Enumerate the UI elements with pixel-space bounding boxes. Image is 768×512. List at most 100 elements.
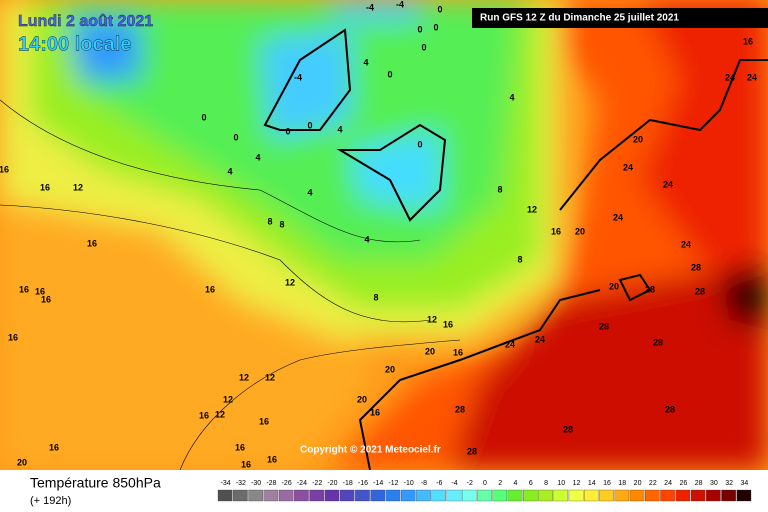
isotherm-label: 4 xyxy=(337,124,342,134)
isotherm-label: 16 xyxy=(453,347,463,357)
scale-swatch xyxy=(324,489,340,502)
scale-tick-label: 24 xyxy=(664,480,672,487)
isotherm-label: 12 xyxy=(223,394,233,404)
isotherm-label: 4 xyxy=(255,152,260,162)
isotherm-label: 0 xyxy=(433,22,438,32)
scale-swatch xyxy=(584,489,599,502)
scale-tick-label: 10 xyxy=(557,480,565,487)
forecast-time: 14:00 locale xyxy=(18,33,131,55)
scale-tick-label: -18 xyxy=(343,480,353,487)
scale-tick-label: -32 xyxy=(236,480,246,487)
isotherm-label: 12 xyxy=(265,372,275,382)
scale-swatch xyxy=(690,489,706,502)
scale-swatch xyxy=(400,489,416,502)
scale-swatch xyxy=(553,489,569,502)
isotherm-label: 16 xyxy=(551,226,561,236)
scale-swatch xyxy=(492,489,508,502)
scale-swatch xyxy=(309,489,324,502)
legend-title: Température 850hPa xyxy=(30,475,161,491)
isotherm-label: 24 xyxy=(505,339,515,349)
scale-tick-label: -14 xyxy=(373,480,383,487)
scale-swatch xyxy=(507,489,523,502)
scale-swatch xyxy=(568,489,584,502)
scale-swatch xyxy=(217,489,233,502)
isotherm-label: 28 xyxy=(665,404,675,414)
isotherm-label: 16 xyxy=(267,454,277,464)
isotherm-label: 4 xyxy=(307,187,312,197)
scale-tick-label: 14 xyxy=(588,480,596,487)
scale-tick-label: 30 xyxy=(710,480,718,487)
isotherm-label: 16 xyxy=(743,36,753,46)
isotherm-label: 20 xyxy=(575,226,585,236)
isotherm-label: 16 xyxy=(205,284,215,294)
isotherm-label: 16 xyxy=(443,319,453,329)
isotherm-label: 16 xyxy=(40,182,50,192)
isotherm-label: 24 xyxy=(623,162,633,172)
isotherm-label: 20 xyxy=(633,134,643,144)
isotherm-label: 16 xyxy=(19,284,29,294)
isotherm-label: 0 xyxy=(285,126,290,136)
scale-swatch xyxy=(339,489,355,502)
isotherm-label: 12 xyxy=(239,372,249,382)
isotherm-label: 12 xyxy=(427,314,437,324)
scale-swatch xyxy=(248,489,263,502)
scale-tick-label: -30 xyxy=(251,480,261,487)
scale-tick-label: 12 xyxy=(573,480,581,487)
isotherm-label: 0 xyxy=(421,42,426,52)
scale-swatch xyxy=(660,489,675,502)
isotherm-label: -4 xyxy=(366,2,374,12)
scale-tick-label: -2 xyxy=(467,480,473,487)
scale-swatch xyxy=(278,489,294,502)
run-box xyxy=(472,8,768,28)
isotherm-label: 4 xyxy=(364,234,369,244)
isotherm-label: 24 xyxy=(681,239,691,249)
scale-swatch xyxy=(233,489,248,502)
scale-swatch xyxy=(370,489,385,502)
scale-tick-label: -22 xyxy=(312,480,322,487)
isotherm-label: 20 xyxy=(385,364,395,374)
scale-tick-label: 8 xyxy=(544,480,548,487)
scale-swatch xyxy=(522,489,538,502)
scale-swatch xyxy=(263,489,279,502)
isotherm-label: 12 xyxy=(73,182,83,192)
scale-swatch xyxy=(721,489,736,502)
scale-tick-label: 32 xyxy=(725,480,733,487)
isotherm-label: 4 xyxy=(227,166,232,176)
scale-swatch xyxy=(416,489,431,502)
scale-swatch xyxy=(431,489,447,502)
isotherm-label: 16 xyxy=(49,442,59,452)
isotherm-label: 16 xyxy=(0,164,9,174)
scale-tick-label: 22 xyxy=(649,480,657,487)
scale-tick-label: 26 xyxy=(679,480,687,487)
scale-tick-label: -24 xyxy=(297,480,307,487)
isotherm-label: 0 xyxy=(307,120,312,130)
isotherm-label: 28 xyxy=(695,286,705,296)
scale-swatch xyxy=(736,489,752,502)
scale-swatch xyxy=(675,489,691,502)
scale-tick-label: 0 xyxy=(483,480,487,487)
scale-swatch xyxy=(614,489,630,502)
isotherm-label: 24 xyxy=(613,212,623,222)
isotherm-label: 16 xyxy=(87,238,97,248)
isotherm-label: 28 xyxy=(645,284,655,294)
isotherm-label: 0 xyxy=(233,132,238,142)
isotherm-label: 24 xyxy=(663,179,673,189)
scale-tick-label: -10 xyxy=(404,480,414,487)
isotherm-label: 12 xyxy=(215,409,225,419)
isotherm-label: 24 xyxy=(725,72,735,82)
scale-tick-label: 2 xyxy=(498,480,502,487)
isotherm-label: 0 xyxy=(387,69,392,79)
scale-tick-label: -12 xyxy=(388,480,398,487)
isotherm-label: 28 xyxy=(653,337,663,347)
isotherm-label: 4 xyxy=(509,92,514,102)
scale-swatch xyxy=(446,489,462,502)
isotherm-label: 24 xyxy=(747,72,757,82)
scale-swatch xyxy=(355,489,370,502)
scale-swatch xyxy=(294,489,309,502)
scale-tick-label: 16 xyxy=(603,480,611,487)
isotherm-label: 16 xyxy=(235,442,245,452)
scale-swatch xyxy=(599,489,614,502)
isotherm-lines xyxy=(0,28,768,470)
scale-tick-label: -34 xyxy=(221,480,231,487)
